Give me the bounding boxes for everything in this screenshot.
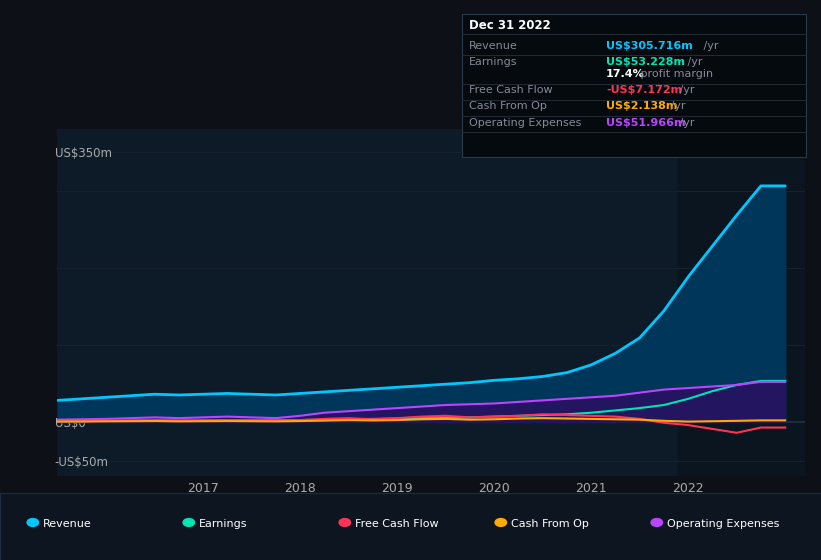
Text: US$305.716m: US$305.716m xyxy=(606,41,693,51)
Text: Earnings: Earnings xyxy=(469,57,517,67)
Text: Cash From Op: Cash From Op xyxy=(469,101,547,111)
Text: Earnings: Earnings xyxy=(199,519,247,529)
Text: Free Cash Flow: Free Cash Flow xyxy=(355,519,438,529)
Text: /yr: /yr xyxy=(676,86,695,95)
Text: Revenue: Revenue xyxy=(43,519,91,529)
Text: 17.4%: 17.4% xyxy=(606,69,644,80)
Text: /yr: /yr xyxy=(700,41,719,51)
Text: Cash From Op: Cash From Op xyxy=(511,519,589,529)
Text: Operating Expenses: Operating Expenses xyxy=(469,118,581,128)
Bar xyxy=(678,129,805,476)
Text: /yr: /yr xyxy=(667,101,686,111)
Text: Revenue: Revenue xyxy=(469,41,517,51)
Text: US$53.228m: US$53.228m xyxy=(606,57,685,67)
Text: Operating Expenses: Operating Expenses xyxy=(667,519,779,529)
Text: -US$7.172m: -US$7.172m xyxy=(606,86,682,95)
Text: /yr: /yr xyxy=(684,57,703,67)
Text: /yr: /yr xyxy=(676,118,695,128)
Text: US$51.966m: US$51.966m xyxy=(606,118,686,128)
Text: Free Cash Flow: Free Cash Flow xyxy=(469,86,553,95)
Text: profit margin: profit margin xyxy=(637,69,713,80)
Text: US$2.138m: US$2.138m xyxy=(606,101,677,111)
Text: Dec 31 2022: Dec 31 2022 xyxy=(469,19,551,32)
